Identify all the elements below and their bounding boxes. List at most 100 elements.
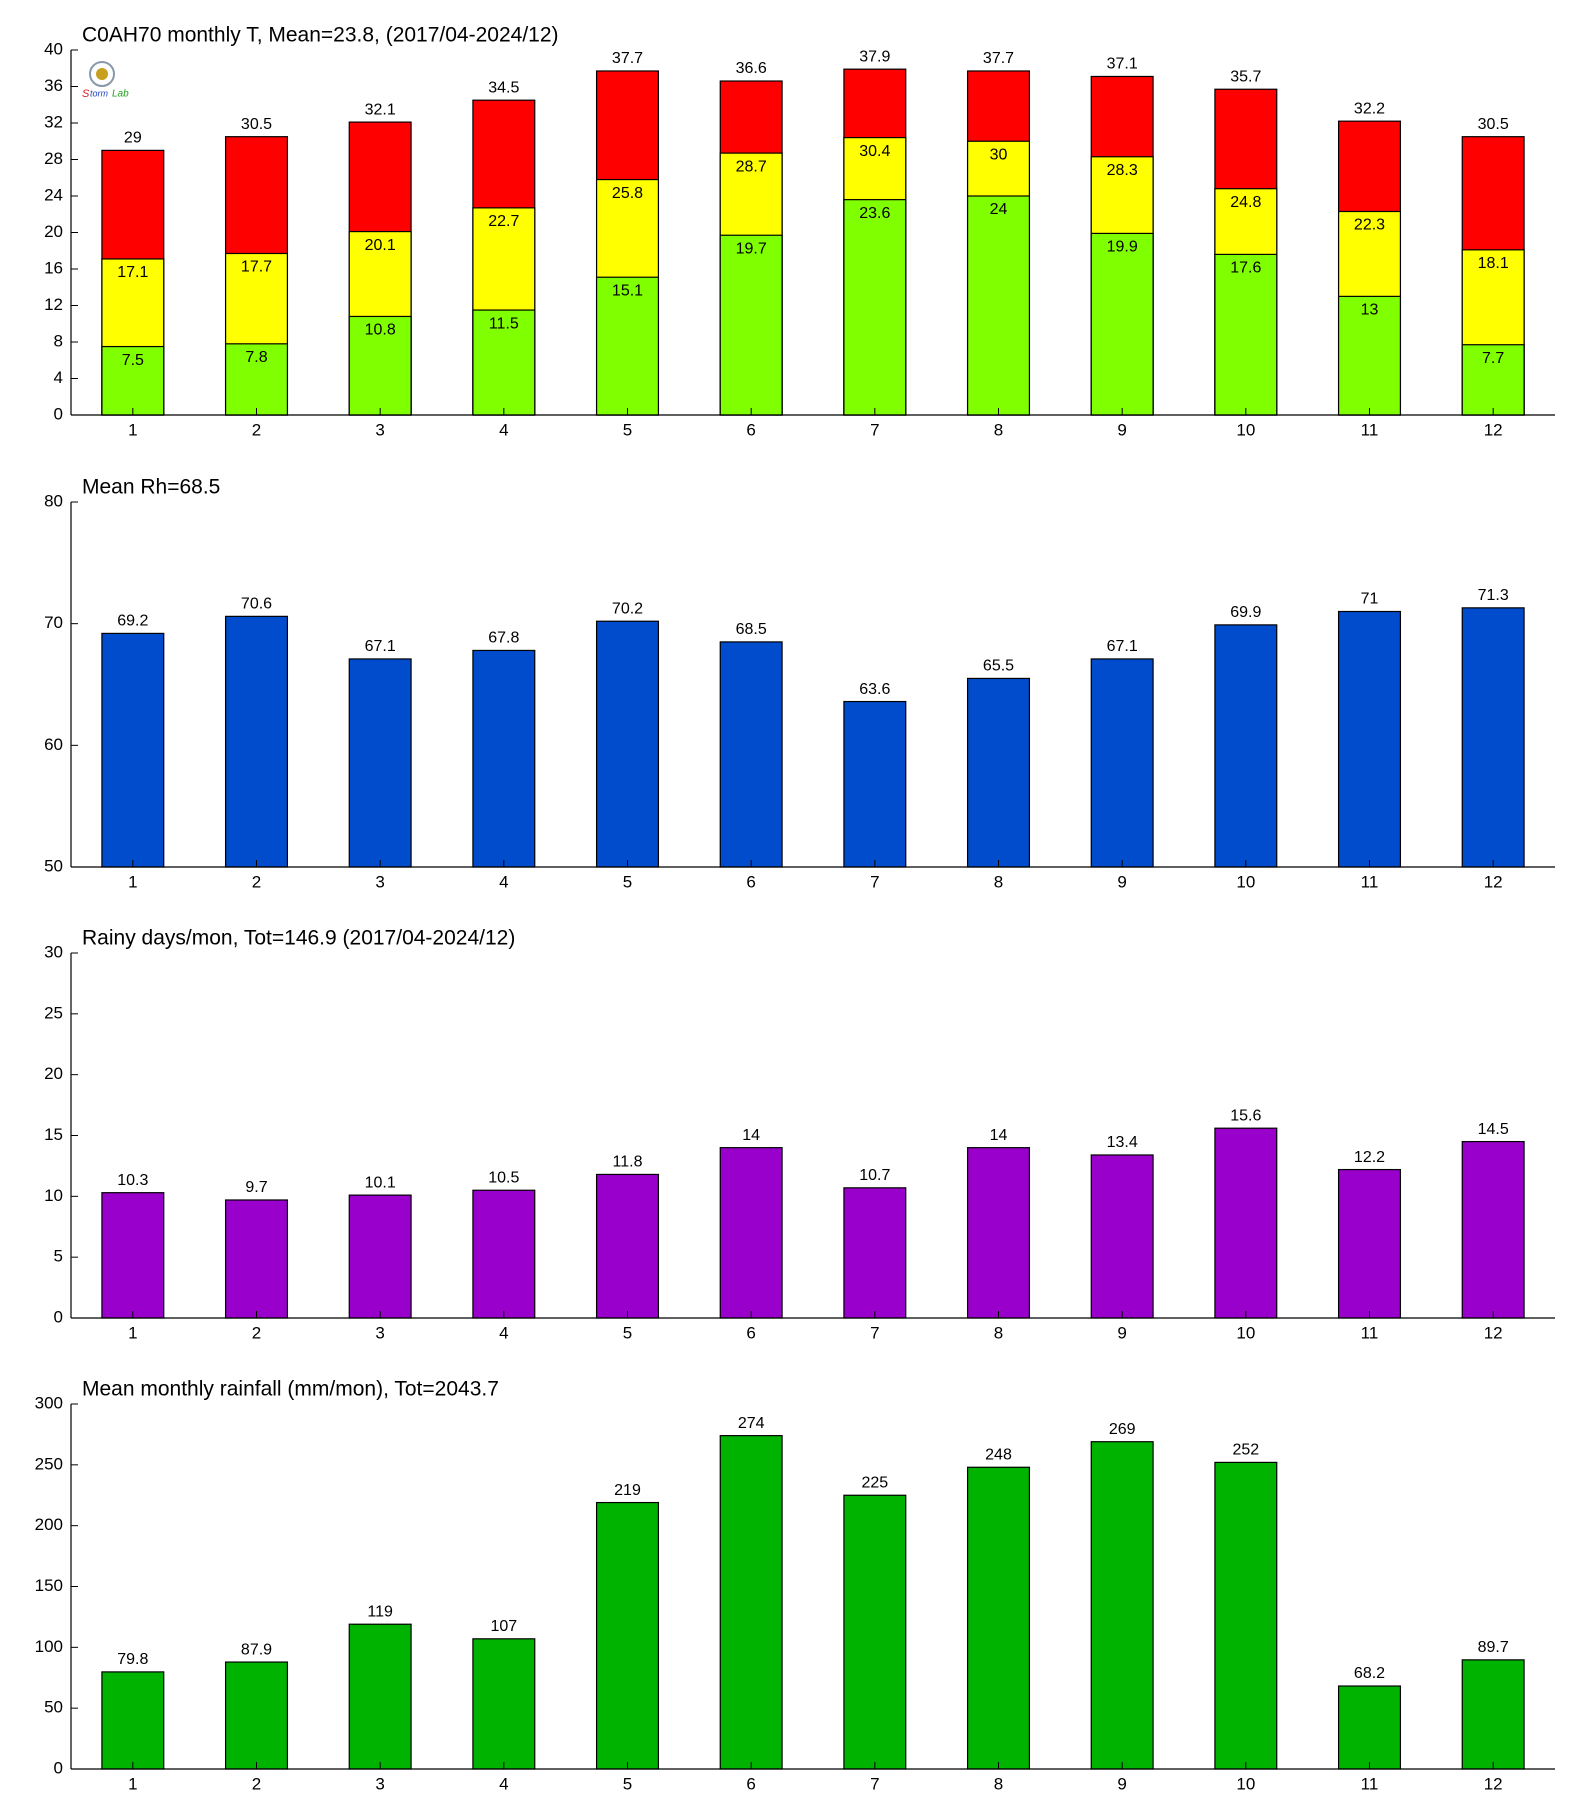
value-label: 29 — [124, 130, 142, 147]
x-tick-label: 12 — [1484, 1774, 1503, 1793]
value-label: 7.5 — [122, 352, 144, 369]
value-label: 18.1 — [1478, 255, 1509, 272]
y-tick-label: 60 — [44, 735, 63, 754]
bar — [101, 345, 165, 416]
x-tick-label: 7 — [870, 1323, 879, 1342]
x-tick-label: 3 — [375, 872, 384, 891]
bar — [595, 276, 660, 416]
value-label: 71 — [1361, 591, 1379, 608]
value-label: 119 — [367, 1603, 393, 1620]
svg-text:Lab: Lab — [112, 89, 129, 100]
value-label: 225 — [861, 1474, 888, 1491]
bar — [719, 641, 783, 868]
value-label: 71.3 — [1478, 587, 1509, 604]
bar — [843, 700, 907, 868]
value-label: 30.4 — [859, 143, 890, 160]
y-tick-label: 5 — [54, 1247, 63, 1266]
y-tick-label: 300 — [35, 1393, 63, 1412]
bar — [595, 1501, 660, 1770]
bar — [1461, 607, 1525, 868]
value-label: 68.5 — [736, 621, 767, 638]
value-label: 25.8 — [612, 185, 643, 202]
value-label: 87.9 — [241, 1641, 272, 1658]
value-label: 30.5 — [1478, 116, 1509, 133]
value-label: 89.7 — [1478, 1639, 1509, 1656]
y-tick-label: 250 — [35, 1454, 63, 1473]
bar — [719, 1147, 783, 1319]
x-tick-label: 8 — [994, 420, 1003, 439]
x-tick-label: 3 — [375, 420, 384, 439]
y-tick-label: 36 — [44, 76, 63, 95]
y-tick-label: 0 — [54, 1307, 63, 1326]
bar — [1214, 1461, 1278, 1770]
bar — [966, 1147, 1031, 1319]
value-label: 37.9 — [859, 48, 890, 65]
value-label: 219 — [614, 1482, 641, 1499]
bar — [843, 1494, 907, 1770]
x-tick-label: 1 — [128, 1323, 137, 1342]
x-tick-label: 6 — [746, 1323, 755, 1342]
bar — [348, 658, 412, 868]
x-tick-label: 6 — [746, 872, 755, 891]
bar — [1214, 253, 1278, 416]
svg-text:torm: torm — [90, 88, 109, 98]
chart-title: C0AH70 monthly T, Mean=23.8, (2017/04-20… — [82, 24, 559, 47]
x-tick-label: 9 — [1117, 1323, 1126, 1342]
bar — [348, 1623, 412, 1770]
value-label: 10.5 — [488, 1169, 519, 1186]
value-label: 7.8 — [245, 349, 267, 366]
x-tick-label: 5 — [623, 420, 632, 439]
bar — [1214, 1127, 1278, 1319]
value-label: 269 — [1109, 1421, 1136, 1438]
y-tick-label: 16 — [44, 258, 63, 277]
value-label: 37.1 — [1107, 56, 1138, 73]
bar — [1090, 658, 1154, 868]
bar — [1461, 1140, 1525, 1319]
x-tick-label: 10 — [1236, 1774, 1255, 1793]
value-label: 13.4 — [1107, 1134, 1138, 1151]
x-tick-label: 4 — [499, 1323, 508, 1342]
value-label: 7.7 — [1482, 350, 1504, 367]
value-label: 15.6 — [1230, 1107, 1261, 1124]
value-label: 67.8 — [488, 630, 519, 647]
value-label: 65.5 — [983, 658, 1014, 675]
x-tick-label: 5 — [623, 872, 632, 891]
bar — [1090, 232, 1154, 416]
value-label: 35.7 — [1230, 68, 1261, 85]
value-label: 10.1 — [365, 1174, 396, 1191]
x-tick-label: 5 — [623, 1774, 632, 1793]
y-tick-label: 20 — [44, 1064, 63, 1083]
y-tick-label: 25 — [44, 1003, 63, 1022]
value-label: 28.7 — [736, 158, 767, 175]
value-label: 11.8 — [613, 1154, 643, 1171]
value-label: 15.1 — [612, 282, 643, 299]
bar — [1337, 1685, 1402, 1770]
bar — [1214, 624, 1278, 868]
y-tick-label: 100 — [35, 1637, 63, 1656]
bar — [101, 632, 165, 868]
x-tick-label: 8 — [994, 872, 1003, 891]
value-label: 32.2 — [1354, 100, 1385, 117]
x-tick-label: 1 — [128, 1774, 137, 1793]
bar — [472, 649, 536, 868]
bar — [348, 315, 412, 416]
y-tick-label: 50 — [44, 1698, 63, 1717]
bar — [472, 309, 536, 416]
value-label: 24 — [990, 201, 1008, 218]
y-tick-label: 150 — [35, 1576, 63, 1595]
value-label: 30.5 — [241, 116, 272, 133]
x-tick-label: 11 — [1361, 1774, 1379, 1793]
bar — [966, 677, 1031, 868]
y-tick-label: 8 — [54, 331, 63, 350]
y-tick-label: 10 — [44, 1186, 63, 1205]
x-tick-label: 2 — [252, 1323, 261, 1342]
y-tick-label: 0 — [54, 404, 63, 423]
value-label: 10.3 — [117, 1172, 148, 1189]
y-tick-label: 0 — [54, 1758, 63, 1777]
y-tick-label: 40 — [44, 39, 63, 58]
x-tick-label: 7 — [870, 420, 879, 439]
x-tick-label: 2 — [252, 1774, 261, 1793]
x-tick-label: 12 — [1484, 420, 1503, 439]
